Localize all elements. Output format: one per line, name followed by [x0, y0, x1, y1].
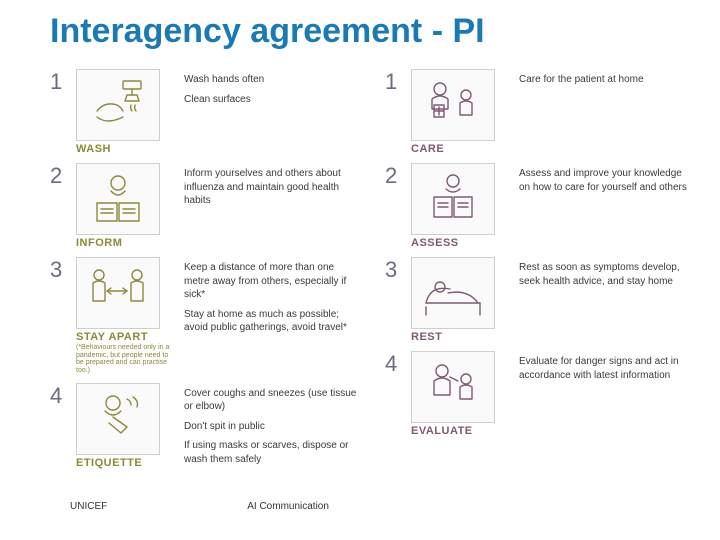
desc-line: Wash hands often: [184, 73, 357, 87]
info-card: 4 EVALUATE Evaluate for danger signs and a…: [385, 351, 692, 437]
desc-line: Clean surfaces: [184, 93, 357, 107]
card-illustration-block: ETIQUETTE: [76, 383, 176, 469]
card-number: 1: [385, 69, 403, 93]
desc-line: Don't spit in public: [184, 420, 357, 434]
card-description: Inform yourselves and others about influ…: [184, 163, 357, 214]
desc-line: Cover coughs and sneezes (use tissue or …: [184, 387, 357, 414]
desc-line: Rest as soon as symptoms develop, seek h…: [519, 261, 692, 288]
footer-center: AI Communication: [247, 501, 329, 512]
card-label: WASH: [76, 143, 176, 155]
card-illustration-block: STAY APART(*Behaviours needed only in a …: [76, 257, 176, 375]
card-illustration-block: EVALUATE: [411, 351, 511, 437]
card-label: STAY APART: [76, 331, 176, 343]
card-illustration-block: INFORM: [76, 163, 176, 249]
card-illustration-block: REST: [411, 257, 511, 343]
card-description: Assess and improve your knowledge on how…: [519, 163, 692, 200]
card-number: 2: [385, 163, 403, 187]
etiquette-icon: [76, 383, 160, 455]
card-number: 2: [50, 163, 68, 187]
card-illustration-block: ASSESS: [411, 163, 511, 249]
page-title: Interagency agreement - PI: [50, 12, 692, 51]
card-label: INFORM: [76, 237, 176, 249]
footer: UNICEF AI Communication: [70, 501, 680, 512]
card-illustration-block: CARE: [411, 69, 511, 155]
card-label: ASSESS: [411, 237, 511, 249]
evaluate-icon: [411, 351, 495, 423]
card-number: 1: [50, 69, 68, 93]
rest-icon: [411, 257, 495, 329]
cards-grid: 1 WASH Wash hands often Clean surfaces 2 INFO…: [50, 69, 692, 472]
info-card: 3 REST Rest as soon as symptoms develop, s…: [385, 257, 692, 343]
card-description: Wash hands often Clean surfaces: [184, 69, 357, 112]
card-number: 3: [50, 257, 68, 281]
desc-line: Evaluate for danger signs and act in acc…: [519, 355, 692, 382]
stay-apart-icon: [76, 257, 160, 329]
desc-line: Inform yourselves and others about influ…: [184, 167, 357, 208]
card-illustration-block: WASH: [76, 69, 176, 155]
card-subnote: (*Behaviours needed only in a pandemic, …: [76, 344, 176, 375]
info-card: 2 INFORM Inform yourselves and others abou…: [50, 163, 357, 249]
wash-icon: [76, 69, 160, 141]
info-card: 1 CARE Care for the patient at home: [385, 69, 692, 155]
card-description: Evaluate for danger signs and act in acc…: [519, 351, 692, 388]
desc-line: Care for the patient at home: [519, 73, 692, 87]
desc-line: Stay at home as much as possible; avoid …: [184, 308, 357, 335]
card-description: Care for the patient at home: [519, 69, 692, 93]
desc-line: If using masks or scarves, dispose or wa…: [184, 439, 357, 466]
info-card: 2 ASSESS Assess and improve your knowledge…: [385, 163, 692, 249]
info-card: 3 STAY APART(*Behaviours needed only in a…: [50, 257, 357, 375]
inform-icon: [76, 163, 160, 235]
card-label: CARE: [411, 143, 511, 155]
card-label: EVALUATE: [411, 425, 511, 437]
info-card: 1 WASH Wash hands often Clean surfaces: [50, 69, 357, 155]
assess-icon: [411, 163, 495, 235]
care-icon: [411, 69, 495, 141]
card-label: ETIQUETTE: [76, 457, 176, 469]
info-card: 4 ETIQUETTE Cover coughs and sneezes (use …: [50, 383, 357, 473]
card-number: 4: [50, 383, 68, 407]
card-number: 4: [385, 351, 403, 375]
card-label: REST: [411, 331, 511, 343]
desc-line: Keep a distance of more than one metre a…: [184, 261, 357, 302]
card-number: 3: [385, 257, 403, 281]
desc-line: Assess and improve your knowledge on how…: [519, 167, 692, 194]
card-description: Rest as soon as symptoms develop, seek h…: [519, 257, 692, 294]
left-column: 1 WASH Wash hands often Clean surfaces 2 INFO…: [50, 69, 357, 472]
card-description: Cover coughs and sneezes (use tissue or …: [184, 383, 357, 473]
footer-left: UNICEF: [70, 501, 107, 512]
right-column: 1 CARE Care for the patient at home 2 ASSESS…: [385, 69, 692, 472]
card-description: Keep a distance of more than one metre a…: [184, 257, 357, 341]
